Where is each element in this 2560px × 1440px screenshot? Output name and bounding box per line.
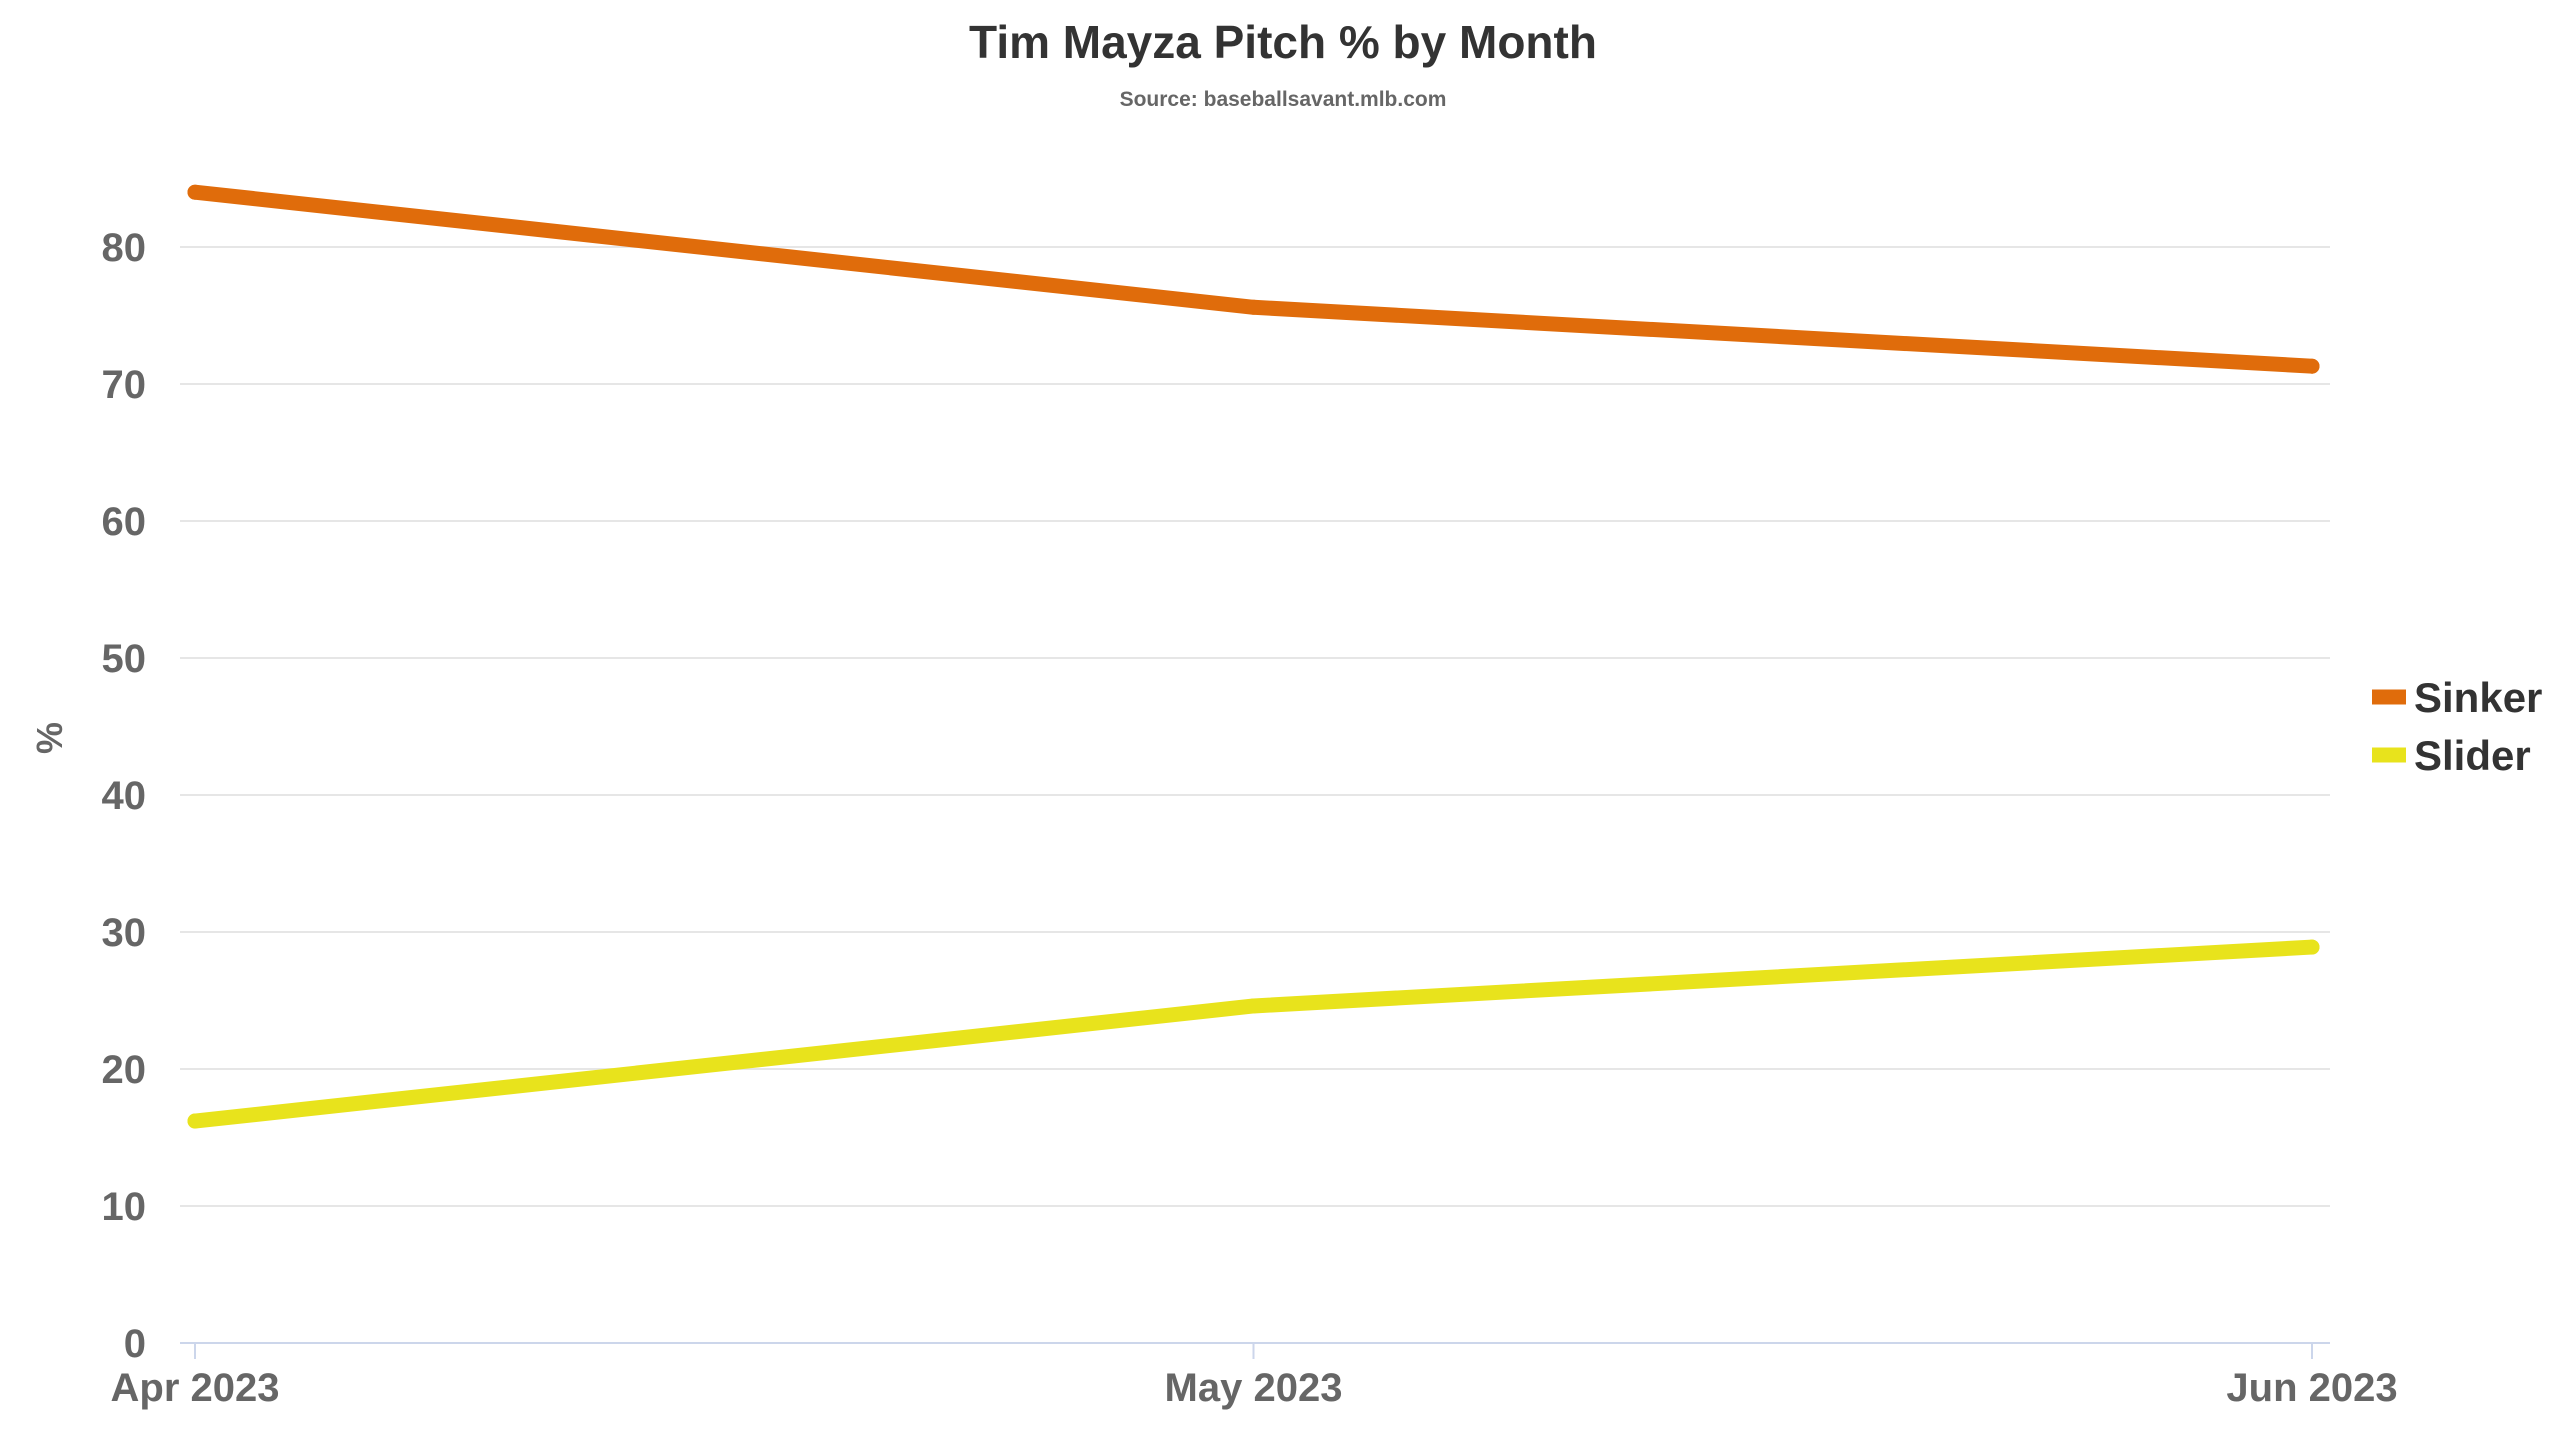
y-tick-label: 50 bbox=[102, 637, 147, 681]
x-tick-label: Apr 2023 bbox=[111, 1366, 280, 1410]
y-tick-label: 10 bbox=[102, 1185, 147, 1229]
legend-label: Slider bbox=[2414, 732, 2531, 779]
y-axis-title: % bbox=[29, 722, 70, 754]
data-point-sinker[interactable] bbox=[187, 184, 203, 200]
y-tick-label: 40 bbox=[102, 774, 147, 818]
legend-item-sinker[interactable]: Sinker bbox=[2372, 674, 2542, 721]
legend-label: Sinker bbox=[2414, 674, 2542, 721]
legend[interactable]: Sinker Slider bbox=[2372, 674, 2542, 779]
x-tick-label: May 2023 bbox=[1165, 1366, 1343, 1410]
y-tick-label: 60 bbox=[102, 500, 147, 544]
gridlines bbox=[180, 246, 2330, 1207]
y-tick-label: 30 bbox=[102, 911, 147, 955]
series-line-sinker[interactable] bbox=[187, 184, 2320, 374]
chart-subtitle: Source: baseballsavant.mlb.com bbox=[1120, 88, 1447, 111]
data-point-slider[interactable] bbox=[1246, 998, 1261, 1014]
y-tick-label: 20 bbox=[102, 1048, 147, 1092]
series-line-slider[interactable] bbox=[187, 939, 2320, 1129]
x-tick-label: Jun 2023 bbox=[2226, 1366, 2397, 1410]
chart-title: Tim Mayza Pitch % by Month bbox=[969, 16, 1597, 68]
y-tick-label: 80 bbox=[102, 226, 147, 270]
axes: 0 10 20 30 40 50 60 70 80 Apr 2023 May 2023 Jun 202… bbox=[102, 226, 2398, 1410]
data-point-sinker[interactable] bbox=[1246, 299, 1261, 315]
data-point-sinker[interactable] bbox=[2304, 358, 2320, 374]
series-lines bbox=[187, 184, 2320, 1129]
y-tick-label: 0 bbox=[124, 1322, 146, 1366]
data-point-slider[interactable] bbox=[187, 1113, 203, 1129]
legend-item-slider[interactable]: Slider bbox=[2372, 732, 2531, 779]
data-point-slider[interactable] bbox=[2304, 939, 2320, 955]
y-tick-label: 70 bbox=[102, 363, 147, 407]
